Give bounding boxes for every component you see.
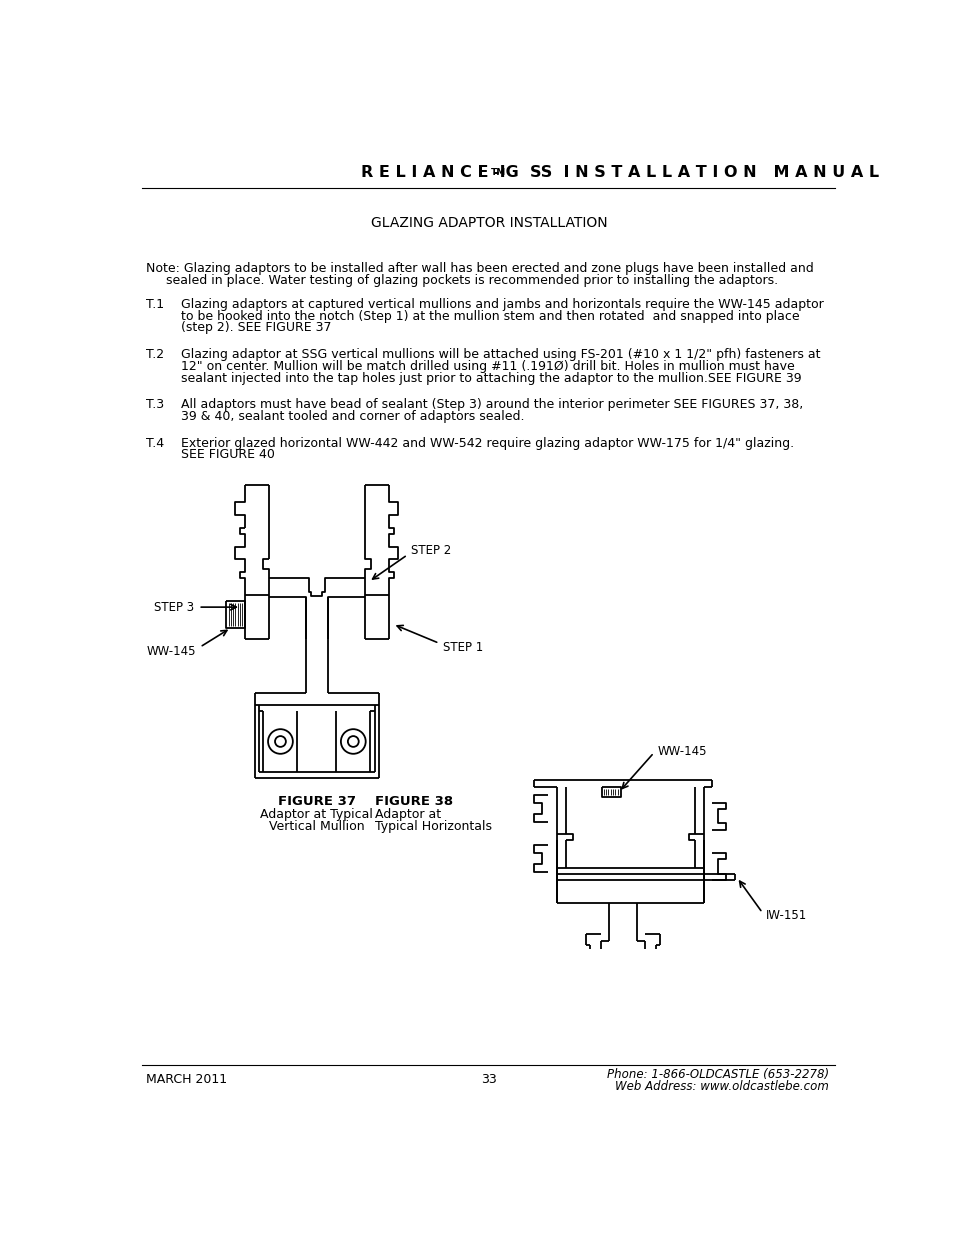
Text: Web Address: www.oldcastlebe.com: Web Address: www.oldcastlebe.com <box>615 1079 828 1093</box>
Text: T.4: T.4 <box>146 437 164 450</box>
Text: (step 2). SEE FIGURE 37: (step 2). SEE FIGURE 37 <box>181 321 332 335</box>
Text: 39 & 40, sealant tooled and corner of adaptors sealed.: 39 & 40, sealant tooled and corner of ad… <box>181 410 524 424</box>
Text: T.3: T.3 <box>146 399 164 411</box>
Text: 33: 33 <box>480 1073 497 1087</box>
Text: TM: TM <box>491 168 506 177</box>
Text: Glazing adaptor at SSG vertical mullions will be attached using FS-201 (#10 x 1 : Glazing adaptor at SSG vertical mullions… <box>181 348 820 362</box>
Text: sealed in place. Water testing of glazing pockets is recommended prior to instal: sealed in place. Water testing of glazin… <box>166 274 777 287</box>
Text: R E L I A N C E: R E L I A N C E <box>361 165 488 180</box>
Text: Typical Horizontals: Typical Horizontals <box>375 820 492 832</box>
Text: 12" on center. Mullion will be match drilled using #11 (.191Ø) drill bit. Holes : 12" on center. Mullion will be match dri… <box>181 359 794 373</box>
Text: STEP 1: STEP 1 <box>443 641 483 653</box>
Text: Note: Glazing adaptors to be installed after wall has been erected and zone plug: Note: Glazing adaptors to be installed a… <box>146 262 813 275</box>
Text: STEP 3: STEP 3 <box>154 600 194 614</box>
Text: SEE FIGURE 40: SEE FIGURE 40 <box>181 448 274 462</box>
Text: T.2: T.2 <box>146 348 164 362</box>
Text: WW-145: WW-145 <box>147 645 195 657</box>
Text: T.1: T.1 <box>146 299 164 311</box>
Text: -IG  SS  I N S T A L L A T I O N   M A N U A L: -IG SS I N S T A L L A T I O N M A N U A… <box>493 165 878 180</box>
Text: Glazing adaptors at captured vertical mullions and jambs and horizontals require: Glazing adaptors at captured vertical mu… <box>181 299 823 311</box>
Text: Adaptor at: Adaptor at <box>375 808 440 821</box>
Text: Adaptor at Typical: Adaptor at Typical <box>260 808 373 821</box>
Text: Exterior glazed horizontal WW-442 and WW-542 require glazing adaptor WW-175 for : Exterior glazed horizontal WW-442 and WW… <box>181 437 794 450</box>
Text: FIGURE 37: FIGURE 37 <box>277 795 355 808</box>
Text: All adaptors must have bead of sealant (Step 3) around the interior perimeter SE: All adaptors must have bead of sealant (… <box>181 399 802 411</box>
Text: Vertical Mullion: Vertical Mullion <box>269 820 364 832</box>
Text: FIGURE 38: FIGURE 38 <box>375 795 453 808</box>
Text: sealant injected into the tap holes just prior to attaching the adaptor to the m: sealant injected into the tap holes just… <box>181 372 801 384</box>
Text: IW-151: IW-151 <box>765 909 807 921</box>
Text: GLAZING ADAPTOR INSTALLATION: GLAZING ADAPTOR INSTALLATION <box>370 216 607 230</box>
Text: STEP 2: STEP 2 <box>411 545 451 557</box>
Text: to be hooked into the notch (Step 1) at the mullion stem and then rotated  and s: to be hooked into the notch (Step 1) at … <box>181 310 799 322</box>
Text: WW-145: WW-145 <box>658 745 706 757</box>
Text: MARCH 2011: MARCH 2011 <box>146 1073 227 1087</box>
Text: Phone: 1-866-OLDCASTLE (653-2278): Phone: 1-866-OLDCASTLE (653-2278) <box>606 1068 828 1081</box>
